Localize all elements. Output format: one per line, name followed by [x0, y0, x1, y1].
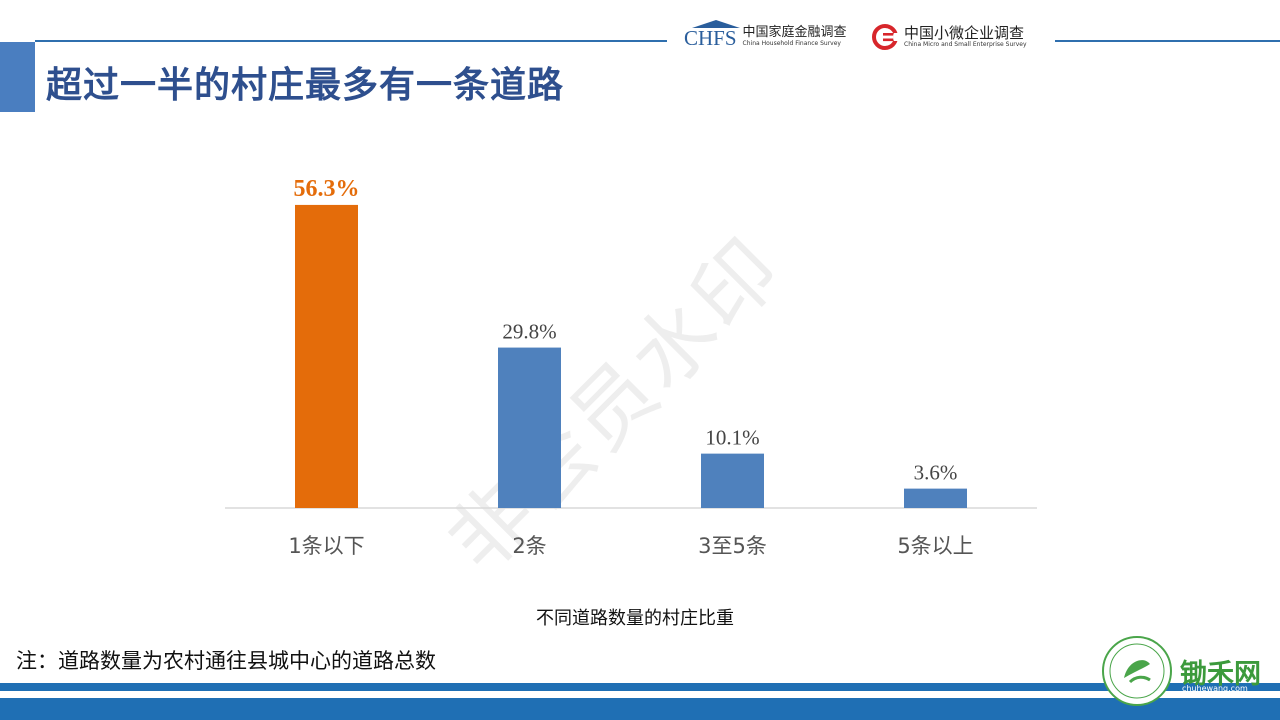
bar-1 [295, 204, 358, 508]
chfs-logo-cn: 中国家庭金融调查 [742, 24, 847, 40]
csmes-logo-cn: 中国小微企业调查 [904, 23, 1025, 42]
data-label-1: 56.3% [294, 176, 360, 202]
title-accent-bar [0, 42, 35, 112]
chfs-logo-en: China Household Finance Survey [742, 39, 841, 47]
category-label-1: 1条以下 [288, 534, 364, 558]
chfs-logo-mark: CHFS [684, 20, 740, 51]
x-axis-title: 不同道路数量的村庄比重 [536, 608, 734, 629]
bar-2 [498, 347, 561, 508]
bar-3 [701, 453, 764, 508]
data-label-3: 10.1% [705, 426, 759, 450]
chuhe-badge-logo [1102, 636, 1172, 706]
footer-stripe-bottom [0, 698, 1280, 720]
header-rule-left [35, 40, 667, 42]
header-rule-right [1055, 40, 1280, 42]
chfs-logo: CHFS 中国家庭金融调查 China Household Finance Su… [684, 20, 847, 51]
csmes-logo-icon [872, 24, 898, 50]
footnote: 注：道路数量为农村通往县城中心的道路总数 [16, 649, 436, 673]
data-label-2: 29.8% [502, 320, 556, 344]
csmes-logo: 中国小微企业调查 China Micro and Small Enterpris… [872, 24, 1027, 50]
category-label-2: 2条 [512, 534, 546, 558]
bar-4 [904, 488, 967, 508]
leaf-icon [1109, 643, 1165, 699]
footer-stripe-top [0, 683, 1280, 691]
category-label-3: 3至5条 [698, 534, 767, 558]
page-title: 超过一半的村庄最多有一条道路 [46, 65, 565, 106]
chuhe-url: chuhewang.com [1182, 684, 1248, 693]
chuhe-brand: 锄禾网 [1180, 659, 1261, 690]
csmes-logo-en: China Micro and Small Enterprise Survey [904, 41, 1027, 49]
category-label-4: 5条以上 [897, 534, 973, 558]
data-label-4: 3.6% [914, 461, 958, 485]
house-roof-icon [692, 20, 740, 28]
